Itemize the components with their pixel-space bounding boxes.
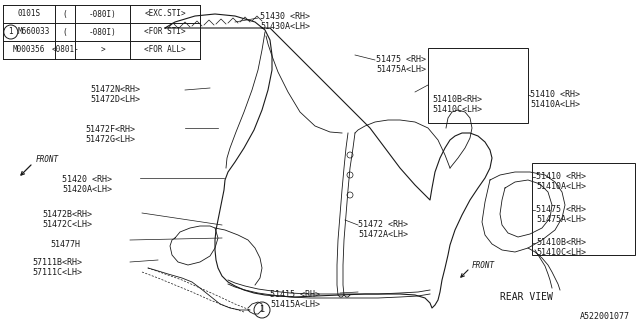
Text: 51472A<LH>: 51472A<LH> [358,230,408,239]
Text: -080I): -080I) [88,10,116,19]
Text: 51477H: 51477H [50,240,80,249]
Text: 51472N<RH>: 51472N<RH> [90,85,140,94]
Text: 1: 1 [8,28,13,36]
Text: 51410 <RH>: 51410 <RH> [536,172,586,181]
Text: 51472F<RH>: 51472F<RH> [85,125,135,134]
Text: 51472D<LH>: 51472D<LH> [90,95,140,104]
Text: 57111B<RH>: 57111B<RH> [32,258,82,267]
Text: 51410 <RH>: 51410 <RH> [530,90,580,99]
Text: 51410A<LH>: 51410A<LH> [536,182,586,191]
Text: 51430 <RH>: 51430 <RH> [260,12,310,21]
Text: 51410B<RH>: 51410B<RH> [432,95,482,104]
Text: 51430A<LH>: 51430A<LH> [260,22,310,31]
Text: 51415 <RH>: 51415 <RH> [270,290,320,299]
Text: FRONT: FRONT [36,156,59,164]
Text: M660033: M660033 [18,28,51,36]
Text: 51410C<LH>: 51410C<LH> [432,105,482,114]
Text: FRONT: FRONT [472,261,495,270]
Text: <0801-: <0801- [51,45,79,54]
Text: 51420 <RH>: 51420 <RH> [62,175,112,184]
Text: (: ( [63,28,67,36]
Text: 51472C<LH>: 51472C<LH> [42,220,92,229]
Text: 51472 <RH>: 51472 <RH> [358,220,408,229]
Text: 1: 1 [259,306,264,315]
Text: 57111C<LH>: 57111C<LH> [32,268,82,277]
Text: 51472B<RH>: 51472B<RH> [42,210,92,219]
Text: (: ( [63,10,67,19]
Text: <FOR STI>: <FOR STI> [144,28,186,36]
Text: -080I): -080I) [88,28,116,36]
Text: 51410A<LH>: 51410A<LH> [530,100,580,109]
Text: 0101S: 0101S [17,10,40,19]
Text: M000356: M000356 [13,45,45,54]
Text: REAR VIEW: REAR VIEW [500,292,553,302]
Text: 51420A<LH>: 51420A<LH> [62,185,112,194]
Text: 51475 <RH>: 51475 <RH> [536,205,586,214]
Text: <FOR ALL>: <FOR ALL> [144,45,186,54]
Text: 51475A<LH>: 51475A<LH> [376,65,426,74]
Text: 51410C<LH>: 51410C<LH> [536,248,586,257]
Text: A522001077: A522001077 [580,312,630,320]
Text: 51475 <RH>: 51475 <RH> [376,55,426,64]
Text: <EXC.STI>: <EXC.STI> [144,10,186,19]
Text: >: > [100,45,105,54]
Text: 51410B<RH>: 51410B<RH> [536,238,586,247]
Text: 51475A<LH>: 51475A<LH> [536,215,586,224]
Text: 51415A<LH>: 51415A<LH> [270,300,320,309]
Text: 51472G<LH>: 51472G<LH> [85,135,135,144]
